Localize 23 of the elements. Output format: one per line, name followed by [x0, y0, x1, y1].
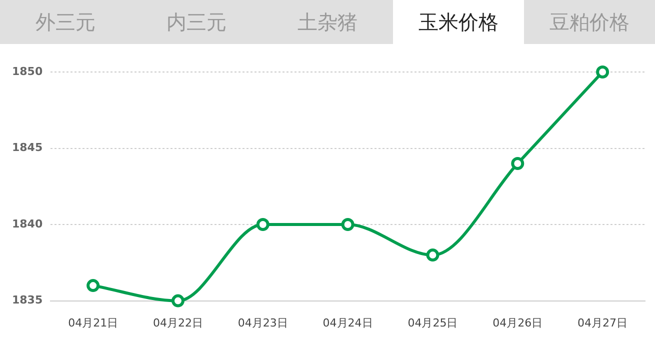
- text: 外三元: [34, 9, 96, 36]
- point: [426, 248, 440, 262]
- point: [86, 279, 100, 292]
- x-tick-label: 04月22日: [152, 316, 203, 330]
- text: 豆粕价格: [548, 9, 630, 36]
- point: [511, 157, 524, 170]
- text: 内三元: [166, 9, 228, 36]
- point: [596, 66, 610, 78]
- point: [341, 218, 354, 232]
- x-tick-label: 04月25日: [408, 316, 458, 330]
- y-tick-label: 1840: [12, 217, 43, 230]
- x-tick-label: 04月24日: [322, 316, 373, 330]
- point: [256, 218, 270, 232]
- x-tick-label: 04月23日: [238, 316, 288, 330]
- x-tick-label: 04月21日: [68, 316, 118, 330]
- x-tick-label: 04月27日: [578, 316, 628, 330]
- y-tick-label: 1850: [12, 64, 43, 78]
- point: [171, 294, 184, 308]
- x-tick-label: 04月26日: [492, 316, 543, 330]
- chart-title: 玉米价格: [393, 0, 524, 44]
- y-tick-label: 1835: [12, 294, 43, 307]
- y-tick-label: 1845: [12, 141, 43, 154]
- text: 土杂猪: [296, 9, 358, 36]
